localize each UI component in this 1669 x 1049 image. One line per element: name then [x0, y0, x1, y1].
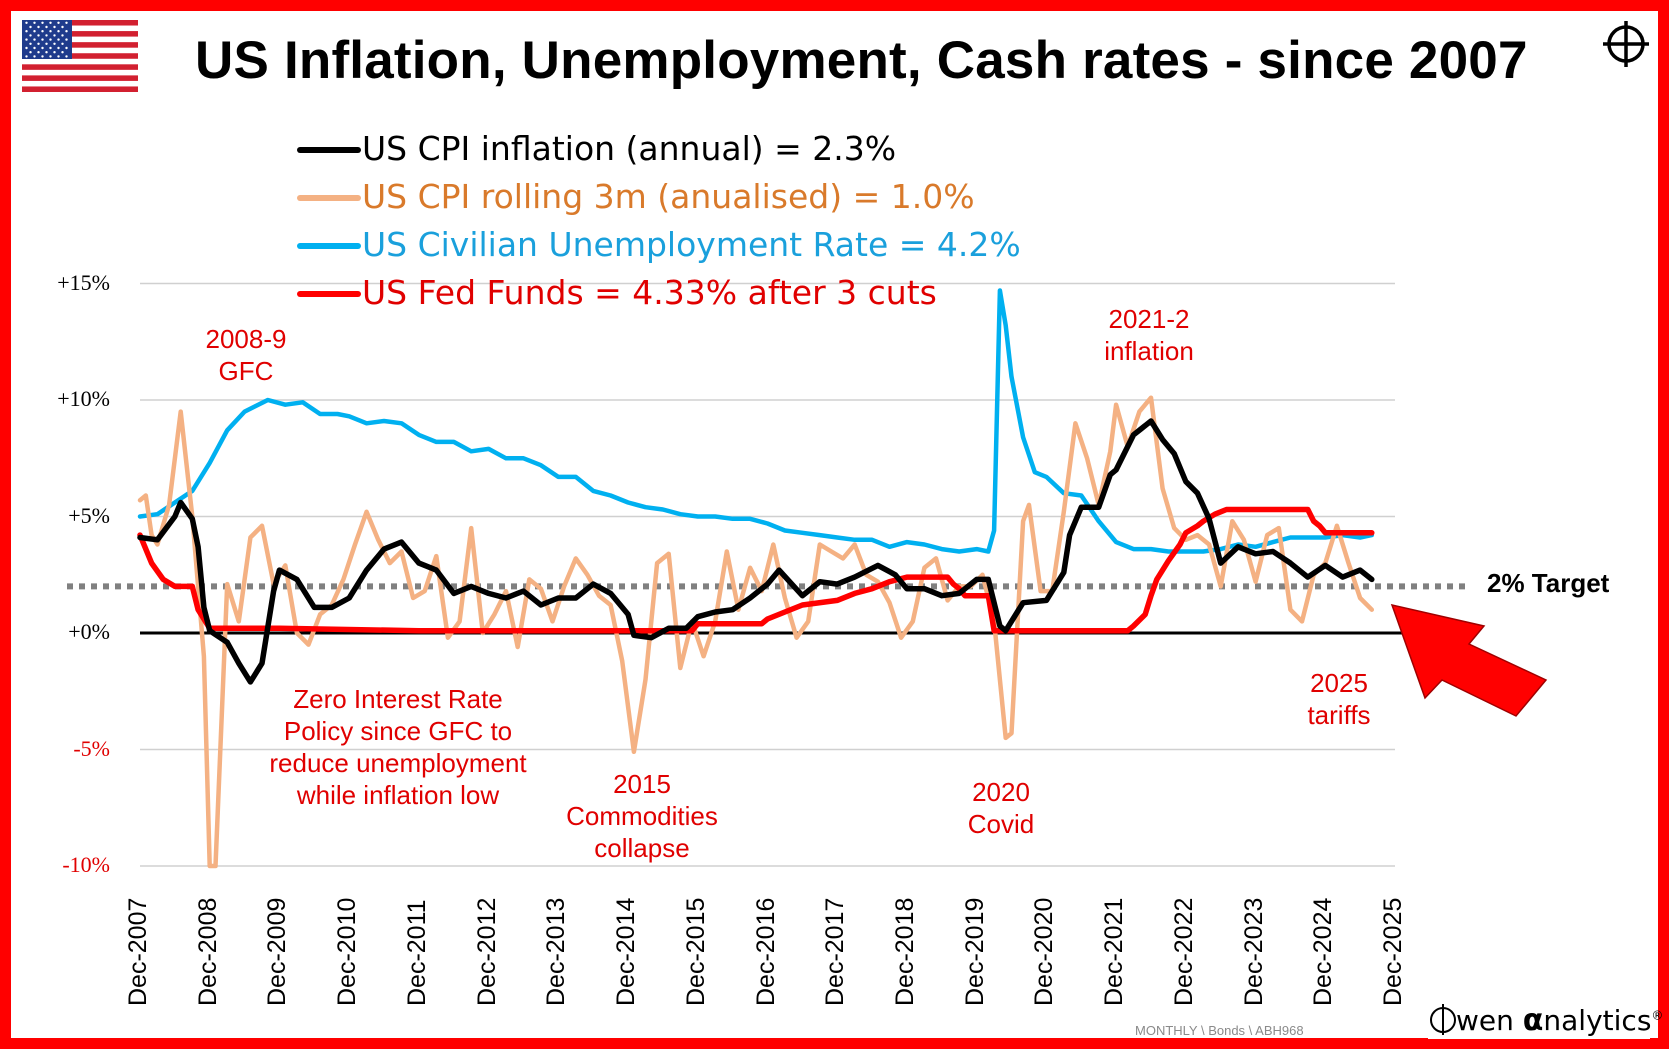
y-tick-label: -10%	[62, 852, 110, 877]
annotation-line: inflation	[1104, 336, 1194, 366]
x-tick-label: Dec-2011	[402, 899, 431, 1006]
annotation-commodities: 2015 Commodities collapse	[566, 768, 718, 864]
annotation-line: 2008-9	[205, 324, 287, 354]
annotation-inflation: 2021-2 inflation	[1104, 303, 1194, 367]
x-tick-label: Dec-2014	[612, 897, 641, 1006]
y-tick-label: +15%	[57, 269, 110, 295]
series-line-us-civilian-unemployment-rate	[137, 288, 1375, 554]
annotation-covid: 2020 Covid	[968, 776, 1034, 840]
x-tick-label: Dec-2012	[472, 897, 501, 1006]
legend-label: US CPI rolling 3m (anualised) = 1.0%	[362, 177, 975, 216]
annotation-line: Policy since GFC to	[283, 716, 513, 746]
x-tick-label: Dec-2025	[1379, 897, 1407, 1006]
brand-logo: wen αnalytics®	[1428, 1003, 1663, 1039]
annotation-line: Covid	[967, 809, 1035, 839]
x-tick-label: Dec-2024	[1309, 897, 1338, 1006]
y-tick-label: +5%	[68, 502, 110, 528]
footnote: MONTHLY \ Bonds \ ABH968	[1135, 1023, 1304, 1038]
annotation-tariffs: 2025 tariffs	[1307, 667, 1370, 731]
x-tick-label: Dec-2023	[1239, 897, 1268, 1006]
arrow-pointer-icon	[1390, 603, 1548, 717]
annotation-gfc: 2008-9 GFC	[206, 323, 287, 387]
crosshair-icon	[1603, 21, 1649, 67]
annotation-line: 2015	[613, 769, 671, 799]
x-tick-label: Dec-2013	[542, 897, 571, 1006]
annotation-line: 2020	[972, 777, 1030, 807]
x-tick-label: Dec-2018	[890, 897, 919, 1006]
legend-label: US CPI inflation (annual) = 2.3%	[362, 129, 897, 168]
annotation-line: 2021-2	[1108, 304, 1190, 334]
x-tick-label: Dec-2017	[821, 897, 850, 1006]
y-tick-label: -5%	[73, 735, 110, 761]
x-tick-label: Dec-2009	[263, 897, 292, 1006]
x-tick-label: Dec-2021	[1100, 897, 1129, 1006]
annotation-line: collapse	[594, 833, 690, 863]
series-line-us-fed-funds	[137, 506, 1375, 634]
x-tick-label: Dec-2020	[1030, 897, 1059, 1006]
annotation-line: reduce unemployment	[269, 748, 527, 778]
x-tick-label: Dec-2015	[681, 897, 710, 1006]
x-tick-label: Dec-2008	[193, 897, 222, 1006]
annotation-line: 2025	[1310, 668, 1368, 698]
annotation-zirp: Zero Interest Rate Policy since GFC to red…	[269, 683, 526, 811]
x-tick-label: Dec-2022	[1169, 897, 1198, 1006]
us-flag-icon	[22, 20, 138, 92]
annotation-line: tariffs	[1307, 700, 1371, 730]
target-label: 2% Target	[1487, 568, 1610, 598]
chart-title: US Inflation, Unemployment, Cash rates -…	[195, 31, 1528, 90]
annotation-line: while inflation low	[296, 780, 500, 810]
x-tick-label: Dec-2019	[960, 897, 989, 1006]
legend-label: US Civilian Unemployment Rate = 4.2%	[362, 225, 1021, 264]
x-tick-label: Dec-2007	[124, 897, 152, 1006]
annotation-line: GFC	[218, 356, 274, 386]
series-line-us-cpi-inflation-annual	[137, 418, 1375, 685]
annotation-line: Zero Interest Rate	[293, 684, 503, 714]
y-tick-label: +10%	[57, 386, 110, 411]
annotation-line: Commodities	[566, 801, 718, 831]
x-tick-label: Dec-2016	[751, 897, 780, 1006]
legend-label: US Fed Funds = 4.33% after 3 cuts	[362, 273, 937, 312]
x-tick-label: Dec-2010	[333, 897, 362, 1006]
y-tick-label: +0%	[68, 619, 110, 644]
